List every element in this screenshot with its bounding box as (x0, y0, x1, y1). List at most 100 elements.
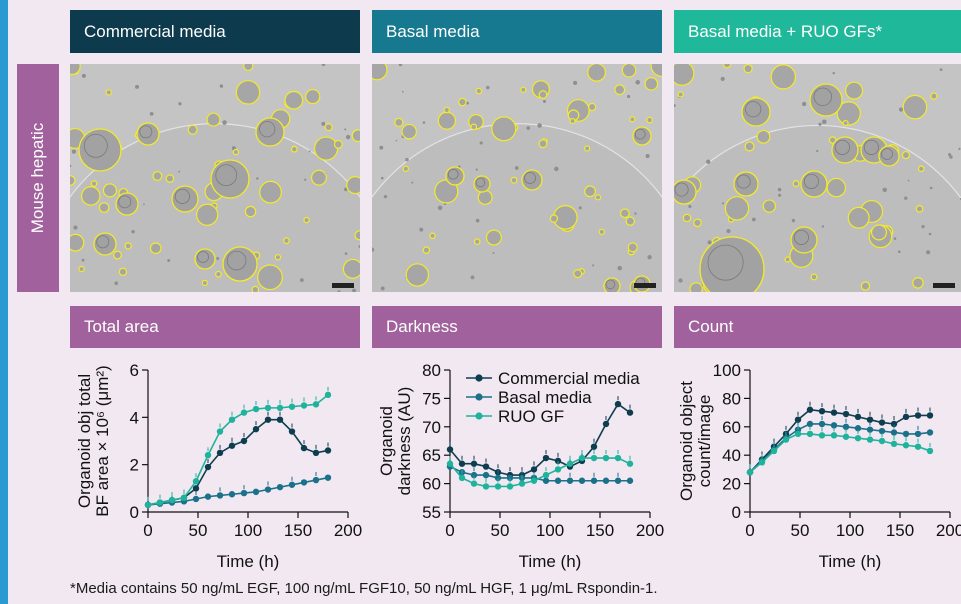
x-tick-label: 100 (836, 521, 864, 540)
data-point (470, 460, 478, 467)
debris (635, 80, 641, 85)
debris (645, 154, 650, 159)
data-point (818, 420, 826, 428)
organoid-texture (524, 172, 536, 184)
y-tick-label: 0 (732, 503, 741, 522)
scale-bar (332, 283, 354, 288)
organoid-outline (646, 116, 654, 124)
y-tick-label: 6 (130, 361, 139, 380)
header-commercial-media: Commercial media (70, 10, 360, 53)
organoid-outline (113, 250, 122, 260)
data-point (312, 449, 320, 457)
y-axis-label: count/image (695, 395, 714, 488)
data-point (228, 442, 236, 449)
organoid-outline (443, 106, 450, 114)
data-point (914, 430, 922, 438)
x-axis-label: Time (h) (519, 552, 582, 571)
debris (358, 245, 360, 248)
organoid-outline (324, 123, 333, 132)
debris (726, 229, 731, 234)
debris (949, 155, 953, 159)
debris (344, 252, 348, 255)
data-point (770, 447, 778, 455)
debris (921, 224, 925, 229)
x-tick-label: 200 (334, 521, 362, 540)
organoid-outline (762, 199, 776, 213)
organoid-outline (784, 256, 791, 263)
micrograph-basal (372, 64, 662, 292)
data-point (794, 416, 802, 423)
organoid-texture (745, 101, 762, 118)
organoid-outline (124, 242, 132, 250)
series-line (449, 457, 631, 488)
data-point (192, 485, 200, 492)
organoid-outline (836, 101, 861, 126)
data-point (878, 419, 886, 426)
organoid-outline (473, 238, 481, 246)
organoid-texture (634, 128, 646, 140)
organoid-outline (222, 246, 258, 282)
organoid-outline (81, 186, 101, 206)
organoid-outline (845, 81, 864, 100)
data-point (590, 443, 598, 450)
data-point (626, 477, 634, 484)
debris (304, 178, 307, 181)
data-point (300, 402, 308, 409)
data-point (506, 483, 514, 490)
data-point (818, 432, 826, 439)
organoid-outline (201, 279, 209, 287)
data-point (458, 474, 466, 482)
debris (542, 99, 547, 103)
data-point (312, 476, 320, 484)
data-point (746, 469, 754, 476)
data-point (854, 425, 862, 432)
y-axis-label: darkness (AU) (395, 387, 414, 496)
organoid-outline (70, 64, 81, 76)
debris (707, 240, 712, 245)
organoid-outline (78, 265, 85, 273)
organoid-texture (226, 250, 247, 271)
x-tick-label: 0 (745, 521, 754, 540)
data-point (830, 409, 838, 416)
organoid-outline (584, 185, 597, 198)
data-point (758, 459, 766, 466)
organoid-outline (689, 282, 703, 292)
debris (419, 227, 424, 232)
organoid-outline (244, 205, 257, 218)
debris (721, 202, 725, 205)
panel-darkness: Darkness (372, 306, 662, 348)
data-point (890, 420, 898, 428)
organoid-outline (826, 177, 847, 198)
organoid-outline (810, 273, 818, 281)
organoid-outline (210, 159, 250, 199)
debris (149, 111, 154, 116)
series-line (749, 433, 931, 473)
organoid-texture (83, 133, 108, 158)
y-tick-label: 40 (722, 446, 741, 465)
footnote: *Media contains 50 ng/mL EGF, 100 ng/mL … (70, 580, 658, 597)
debris (216, 257, 220, 260)
series-line (147, 394, 329, 506)
organoid-outline (105, 89, 112, 96)
chart-darkness: 55 60 65 70 75 80 0 50 100 150 200 Time (h) Organoid… (377, 361, 664, 571)
organoid-outline (644, 77, 659, 91)
debris (437, 205, 443, 211)
panel-count: Count (674, 306, 961, 348)
legend-entry: Basal media (498, 388, 592, 407)
organoid-outline (342, 258, 360, 279)
data-point (578, 454, 586, 462)
debris (135, 84, 140, 89)
organoid-outline (632, 126, 652, 146)
organoid-outline (283, 237, 290, 245)
y-axis-label: Organoid object (677, 381, 696, 501)
micrograph-basal-svg (372, 64, 662, 292)
organoid-outline (693, 218, 702, 228)
x-tick-label: 150 (586, 521, 614, 540)
row-label: Mouse hepatic (17, 64, 59, 292)
data-point (902, 442, 910, 449)
legend-marker (475, 374, 483, 382)
debris (537, 123, 542, 128)
organoid-outline (243, 64, 254, 72)
debris (405, 157, 409, 162)
debris (380, 286, 385, 291)
